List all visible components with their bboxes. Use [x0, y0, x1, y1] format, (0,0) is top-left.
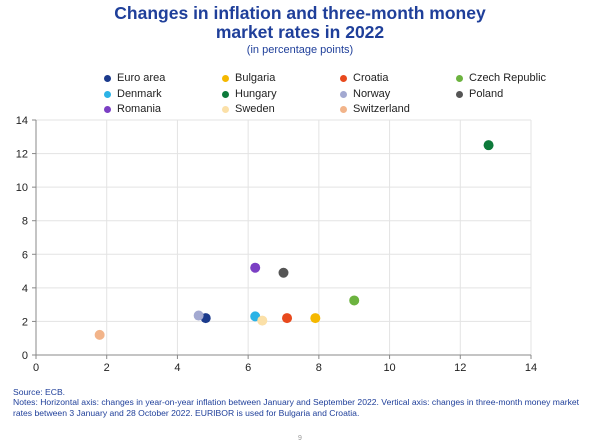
- legend-marker-sweden: [222, 106, 229, 113]
- legend-marker-euro-area: [104, 75, 111, 82]
- legend-item-sweden: Sweden: [222, 103, 275, 116]
- y-tick-label-6: 6: [22, 249, 28, 261]
- legend-item-croatia: Croatia: [340, 72, 388, 85]
- data-point-bulgaria: [310, 313, 321, 324]
- x-tick-label-12: 12: [454, 362, 466, 374]
- legend-marker-bulgaria: [222, 75, 229, 82]
- legend-marker-norway: [340, 91, 347, 98]
- y-tick-label-12: 12: [16, 149, 28, 161]
- legend-marker-croatia: [340, 75, 347, 82]
- legend-marker-hungary: [222, 91, 229, 98]
- chart-title: Changes in inflation and three-month mon…: [0, 4, 600, 42]
- legend-item-euro-area: Euro area: [104, 72, 165, 85]
- page-number: 9: [298, 435, 302, 442]
- y-tick-label-8: 8: [22, 216, 28, 228]
- legend-item-norway: Norway: [340, 88, 390, 101]
- legend-label-hungary: Hungary: [235, 88, 277, 100]
- data-point-croatia: [282, 313, 293, 324]
- chart-notes: Source: ECB. Notes: Horizontal axis: cha…: [13, 387, 588, 418]
- legend-marker-poland: [456, 91, 463, 98]
- legend-marker-czech-republic: [456, 75, 463, 82]
- legend-label-czech-republic: Czech Republic: [469, 72, 547, 84]
- x-tick-label-4: 4: [174, 362, 180, 374]
- x-tick-label-2: 2: [104, 362, 110, 374]
- x-tick-label-10: 10: [383, 362, 395, 374]
- legend-item-bulgaria: Bulgaria: [222, 72, 275, 85]
- x-tick-label-8: 8: [316, 362, 322, 374]
- legend-marker-switzerland: [340, 106, 347, 113]
- legend-item-hungary: Hungary: [222, 88, 277, 101]
- chart-title-line-2: market rates in 2022: [215, 22, 385, 42]
- y-tick-label-14: 14: [16, 115, 28, 127]
- x-tick-label-6: 6: [245, 362, 251, 374]
- legend-label-romania: Romania: [117, 103, 162, 115]
- legend-label-switzerland: Switzerland: [353, 103, 410, 115]
- legend-item-switzerland: Switzerland: [340, 103, 410, 116]
- data-point-sweden: [257, 315, 268, 326]
- legend-label-norway: Norway: [353, 88, 391, 100]
- legend-item-denmark: Denmark: [104, 88, 162, 101]
- data-point-switzerland: [94, 329, 105, 340]
- data-point-poland: [278, 267, 289, 278]
- legend-label-bulgaria: Bulgaria: [235, 72, 276, 84]
- source-text: Source: ECB.: [13, 387, 66, 397]
- legend-label-sweden: Sweden: [235, 103, 275, 115]
- legend-item-romania: Romania: [104, 103, 161, 116]
- legend-marker-denmark: [104, 91, 111, 98]
- legend-label-denmark: Denmark: [117, 88, 162, 100]
- y-tick-label-2: 2: [22, 316, 28, 328]
- data-point-norway: [193, 310, 204, 321]
- y-tick-label-10: 10: [16, 182, 28, 194]
- legend-label-croatia: Croatia: [353, 72, 389, 84]
- chart-title-line-1: Changes in inflation and three-month mon…: [114, 3, 486, 23]
- legend-item-czech-republic: Czech Republic: [456, 72, 546, 85]
- chart-subtitle: (in percentage points): [246, 44, 354, 56]
- legend-item-poland: Poland: [456, 88, 503, 101]
- data-point-czech-republic: [349, 295, 360, 306]
- notes-text: Notes: Horizontal axis: changes in year-…: [13, 397, 580, 418]
- legend-marker-romania: [104, 106, 111, 113]
- legend-label-euro-area: Euro area: [117, 72, 166, 84]
- x-tick-label-0: 0: [33, 362, 39, 374]
- y-tick-label-0: 0: [22, 350, 28, 362]
- legend-label-poland: Poland: [469, 88, 504, 100]
- x-tick-label-14: 14: [525, 362, 537, 374]
- y-tick-label-4: 4: [22, 283, 28, 295]
- data-point-romania: [250, 262, 261, 273]
- data-point-hungary: [483, 140, 494, 151]
